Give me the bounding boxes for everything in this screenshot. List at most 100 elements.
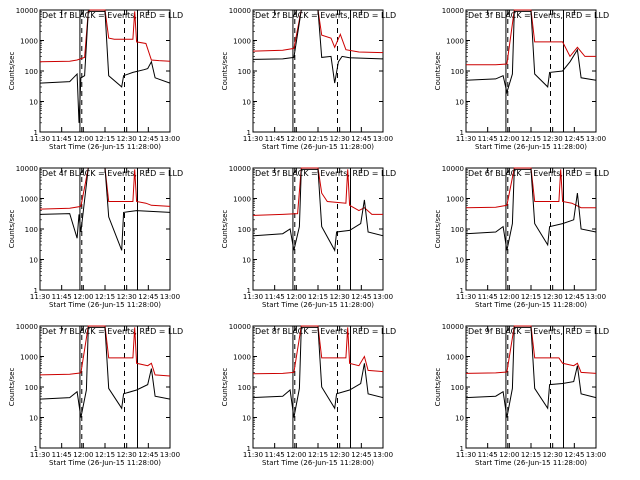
x-axis-label: Start Time (26-Jun-15 11:28:00) (262, 301, 374, 309)
x-tick-label: 11:30 (30, 135, 50, 143)
y-tick-label: 100 (25, 384, 38, 392)
x-tick-label: 12:00 (286, 135, 306, 143)
y-tick-label: 1 (460, 129, 464, 137)
x-tick-label: 13:00 (586, 293, 606, 301)
x-tick-label: 12:30 (330, 135, 350, 143)
x-axis-label: Start Time (26-Jun-15 11:28:00) (262, 143, 374, 151)
plot-frame (252, 325, 384, 449)
y-tick-label: 100 (25, 226, 38, 234)
y-tick-label: 1000 (20, 354, 38, 362)
x-axis-label: Start Time (26-Jun-15 11:28:00) (49, 301, 161, 309)
x-tick-label: 13:00 (586, 135, 606, 143)
y-tick-label: 100 (238, 384, 251, 392)
events-series-line (252, 168, 384, 252)
y-tick-label: 1000 (233, 354, 251, 362)
x-axis-label: Start Time (26-Jun-15 11:28:00) (49, 459, 161, 467)
panel-title: Det 6f BLACK = Events, RED = LLD (468, 169, 609, 178)
panel-title: Det 4f BLACK = Events, RED = LLD (42, 169, 183, 178)
x-axis-label: Start Time (26-Jun-15 11:28:00) (475, 143, 587, 151)
x-tick-label: 12:00 (286, 293, 306, 301)
y-tick-label: 10 (455, 99, 464, 107)
y-axis-label: Counts/sec (221, 368, 229, 407)
x-tick-label: 12:45 (564, 293, 584, 301)
panel-det-8: Det 8f BLACK = Events, RED = LLD 1 10 100 10… (221, 323, 396, 467)
x-tick-label: 11:30 (456, 293, 476, 301)
x-axis-label: Start Time (26-Jun-15 11:28:00) (475, 301, 587, 309)
plot-frame (252, 9, 384, 133)
x-tick-label: 12:45 (138, 451, 158, 459)
y-axis-label: Counts/sec (8, 210, 16, 249)
y-tick-label: 100 (25, 68, 38, 76)
x-tick-label: 12:30 (543, 135, 563, 143)
y-tick-label: 100 (238, 68, 251, 76)
x-tick-label: 12:30 (117, 135, 137, 143)
x-tick-label: 12:00 (73, 135, 93, 143)
panel-det-6: Det 6f BLACK = Events, RED = LLD 1 10 100 10… (434, 165, 609, 309)
y-tick-label: 100 (238, 226, 251, 234)
plot-frame (465, 325, 597, 449)
x-tick-label: 11:30 (30, 293, 50, 301)
x-tick-label: 12:15 (308, 451, 328, 459)
x-tick-label: 11:30 (243, 293, 263, 301)
panel-det-2: Det 2f BLACK = Events, RED = LLD 1 10 100 10… (221, 7, 396, 151)
y-tick-label: 100 (451, 384, 464, 392)
y-tick-label: 1000 (233, 196, 251, 204)
x-tick-label: 13:00 (160, 451, 180, 459)
y-tick-label: 10 (242, 415, 251, 423)
y-tick-label: 1 (247, 287, 251, 295)
x-tick-label: 12:00 (499, 451, 519, 459)
y-tick-label: 1 (460, 287, 464, 295)
x-tick-label: 13:00 (160, 135, 180, 143)
x-tick-label: 13:00 (373, 135, 393, 143)
y-tick-label: 1 (460, 445, 464, 453)
x-tick-label: 11:45 (265, 135, 285, 143)
y-tick-label: 1 (34, 287, 38, 295)
x-tick-label: 13:00 (586, 451, 606, 459)
y-tick-label: 10 (242, 257, 251, 265)
y-tick-label: 10 (242, 99, 251, 107)
y-axis-label: Counts/sec (434, 210, 442, 249)
y-tick-label: 100 (451, 226, 464, 234)
x-tick-label: 12:00 (499, 293, 519, 301)
lld-series-line (39, 167, 171, 210)
y-tick-label: 10 (29, 415, 38, 423)
panel-title: Det 9f BLACK = Events, RED = LLD (468, 327, 609, 336)
x-tick-label: 12:15 (95, 135, 115, 143)
plot-frame (39, 9, 171, 133)
x-tick-label: 11:30 (456, 451, 476, 459)
y-tick-label: 10000 (229, 165, 251, 173)
x-tick-label: 11:30 (243, 135, 263, 143)
panel-det-3: Det 3f BLACK = Events, RED = LLD 1 10 100 10… (434, 7, 609, 151)
y-tick-label: 1000 (446, 196, 464, 204)
x-tick-label: 12:15 (521, 135, 541, 143)
events-series-line (465, 10, 597, 95)
y-tick-label: 10000 (229, 323, 251, 331)
y-tick-label: 1 (34, 129, 38, 137)
x-tick-label: 12:45 (138, 135, 158, 143)
x-tick-label: 11:45 (265, 451, 285, 459)
panel-det-9: Det 9f BLACK = Events, RED = LLD 1 10 100 10… (434, 323, 609, 467)
y-tick-label: 10000 (16, 165, 38, 173)
x-axis-label: Start Time (26-Jun-15 11:28:00) (262, 459, 374, 467)
lld-series-line (465, 167, 596, 209)
panel-det-5: Det 5f BLACK = Events, RED = LLD 1 10 100 10… (221, 165, 396, 309)
x-tick-label: 12:00 (286, 451, 306, 459)
events-series-line (39, 10, 171, 123)
panel-title: Det 1f BLACK = Events, RED = LLD (42, 11, 183, 20)
plot-frame (252, 167, 384, 291)
y-tick-label: 10000 (442, 323, 464, 331)
x-axis-label: Start Time (26-Jun-15 11:28:00) (49, 143, 161, 151)
x-tick-label: 12:45 (351, 451, 371, 459)
y-axis-label: Counts/sec (8, 368, 16, 407)
y-tick-label: 1 (247, 445, 251, 453)
events-series-line (465, 168, 597, 251)
y-tick-label: 100 (451, 68, 464, 76)
x-tick-label: 12:45 (138, 293, 158, 301)
panel-title: Det 8f BLACK = Events, RED = LLD (255, 327, 396, 336)
panel-det-7: Det 7f BLACK = Events, RED = LLD 1 10 100 10… (8, 323, 183, 467)
plot-frame (39, 325, 171, 449)
x-tick-label: 12:30 (543, 451, 563, 459)
y-tick-label: 10000 (16, 7, 38, 15)
x-tick-label: 11:30 (243, 451, 263, 459)
plot-frame (465, 9, 597, 133)
